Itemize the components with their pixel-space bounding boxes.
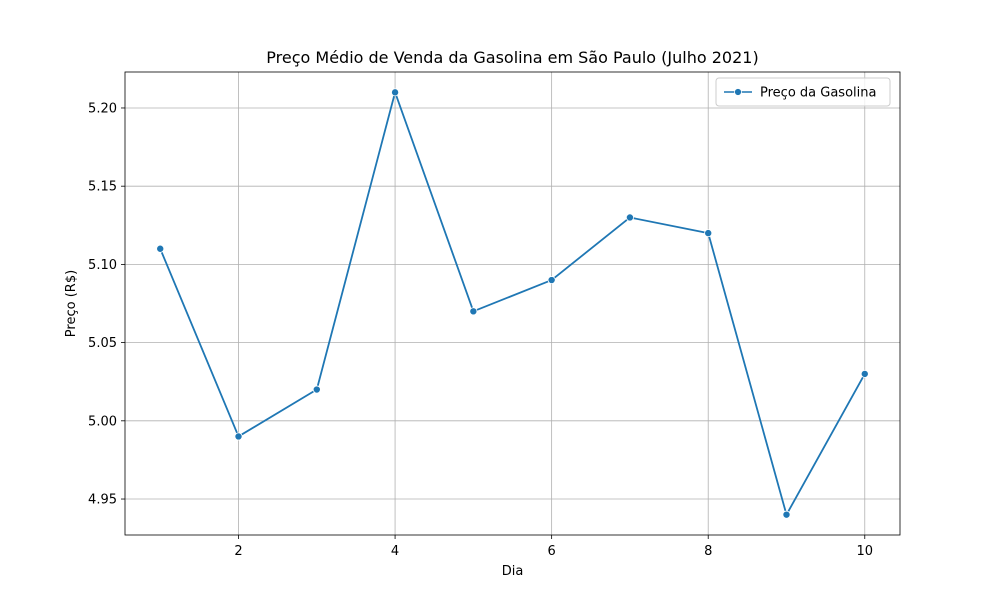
- axis-ticks: 2 4 6 8 10 4.95 5.00 5.05 5.10 5.15 5.20: [88, 101, 873, 559]
- data-point: [547, 276, 556, 285]
- y-tick-label: 5.05: [88, 336, 117, 351]
- data-point: [782, 510, 791, 519]
- y-tick-label: 4.95: [88, 493, 117, 508]
- legend: Preço da Gasolina: [715, 77, 891, 107]
- legend-box: [715, 77, 891, 107]
- y-tick-label: 5.00: [88, 414, 117, 429]
- y-tick-label: 5.15: [88, 180, 117, 195]
- data-point: [312, 385, 321, 394]
- data-point: [391, 88, 400, 97]
- plot-frame: [124, 71, 901, 536]
- legend-marker-swatch: [734, 88, 742, 96]
- x-tick-label: 4: [391, 544, 399, 559]
- x-axis-label: Dia: [502, 564, 524, 579]
- data-point: [234, 432, 243, 441]
- y-tick-label: 5.20: [88, 101, 117, 116]
- data-point: [625, 213, 634, 222]
- x-tick-label: 10: [856, 544, 873, 559]
- grid-lines: [125, 72, 900, 535]
- data-point: [704, 229, 713, 238]
- y-axis-label: Preço (R$): [64, 270, 79, 337]
- data-point: [469, 307, 478, 316]
- chart-title: Preço Médio de Venda da Gasolina em São …: [266, 48, 758, 67]
- data-point: [156, 244, 165, 253]
- series-line: [159, 91, 866, 516]
- x-tick-label: 6: [548, 544, 556, 559]
- x-tick-label: 8: [704, 544, 712, 559]
- y-tick-label: 5.10: [88, 258, 117, 273]
- legend-label: Preço da Gasolina: [760, 86, 876, 101]
- data-point: [860, 369, 869, 378]
- x-tick-label: 2: [234, 544, 242, 559]
- series-layer: [156, 88, 869, 519]
